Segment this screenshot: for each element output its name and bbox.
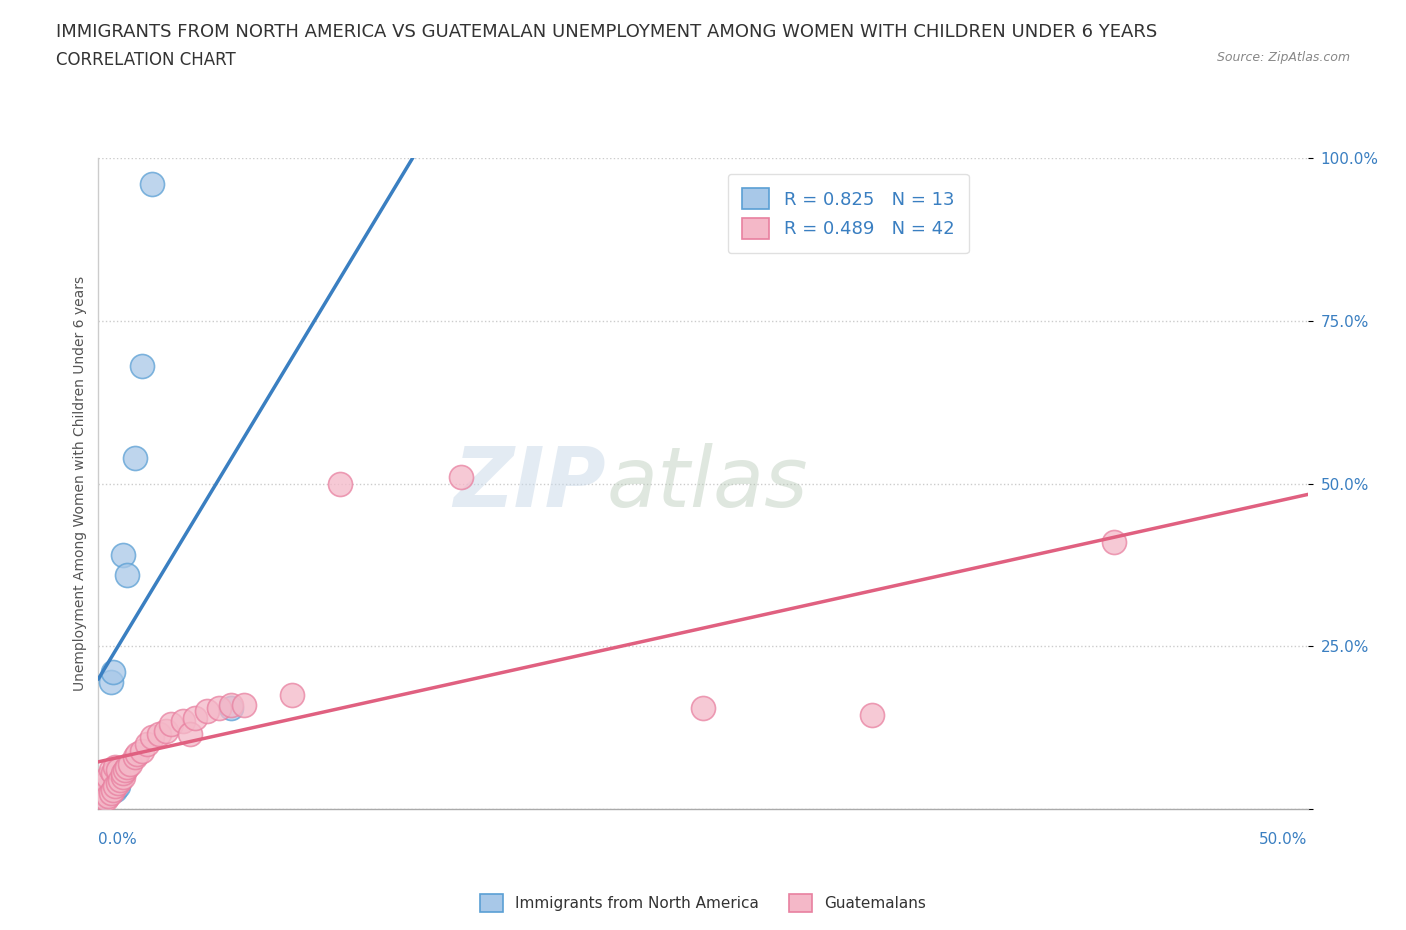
Point bbox=[221, 701, 243, 716]
Point bbox=[221, 698, 243, 712]
Point bbox=[111, 766, 134, 781]
Point bbox=[97, 785, 120, 800]
Point bbox=[111, 769, 134, 784]
Point bbox=[117, 759, 139, 774]
Point bbox=[104, 779, 127, 794]
Text: ZIP: ZIP bbox=[454, 443, 606, 525]
Point bbox=[90, 789, 112, 804]
Text: CORRELATION CHART: CORRELATION CHART bbox=[56, 51, 236, 69]
Point bbox=[141, 730, 163, 745]
Point bbox=[329, 476, 352, 491]
Text: 50.0%: 50.0% bbox=[1260, 832, 1308, 847]
Point bbox=[1102, 535, 1125, 550]
Point bbox=[208, 701, 231, 716]
Point bbox=[281, 688, 304, 703]
Point bbox=[91, 789, 114, 804]
Text: IMMIGRANTS FROM NORTH AMERICA VS GUATEMALAN UNEMPLOYMENT AMONG WOMEN WITH CHILDR: IMMIGRANTS FROM NORTH AMERICA VS GUATEMA… bbox=[56, 23, 1157, 41]
Point bbox=[118, 756, 141, 771]
Point bbox=[107, 763, 129, 777]
Point bbox=[94, 792, 117, 807]
Point bbox=[117, 567, 139, 582]
Point bbox=[111, 548, 134, 563]
Point bbox=[160, 717, 183, 732]
Legend: Immigrants from North America, Guatemalans: Immigrants from North America, Guatemala… bbox=[474, 888, 932, 918]
Point bbox=[450, 470, 472, 485]
Point bbox=[124, 450, 146, 465]
Point bbox=[135, 737, 157, 751]
Point bbox=[100, 675, 122, 690]
Point bbox=[101, 782, 124, 797]
Point bbox=[184, 711, 207, 725]
Point bbox=[127, 746, 149, 761]
Point bbox=[107, 779, 129, 794]
Point bbox=[91, 785, 114, 800]
Point bbox=[104, 782, 127, 797]
Point bbox=[141, 177, 163, 192]
Text: Source: ZipAtlas.com: Source: ZipAtlas.com bbox=[1216, 51, 1350, 64]
Point bbox=[100, 785, 122, 800]
Point bbox=[101, 665, 124, 680]
Point bbox=[97, 769, 120, 784]
Point bbox=[195, 704, 218, 719]
Point bbox=[107, 776, 129, 790]
Point bbox=[104, 759, 127, 774]
Point bbox=[114, 763, 136, 777]
Text: atlas: atlas bbox=[606, 443, 808, 525]
Point bbox=[101, 766, 124, 781]
Point bbox=[97, 789, 120, 804]
Point bbox=[692, 701, 714, 716]
Text: 0.0%: 0.0% bbox=[98, 832, 138, 847]
Point bbox=[100, 763, 122, 777]
Point bbox=[860, 707, 883, 722]
Point bbox=[179, 727, 201, 742]
Point bbox=[91, 782, 114, 797]
Point bbox=[131, 743, 153, 758]
Point bbox=[94, 782, 117, 797]
Point bbox=[172, 714, 194, 729]
Point bbox=[124, 750, 146, 764]
Legend: R = 0.825   N = 13, R = 0.489   N = 42: R = 0.825 N = 13, R = 0.489 N = 42 bbox=[727, 174, 969, 253]
Point bbox=[155, 724, 177, 738]
Point bbox=[94, 776, 117, 790]
Point bbox=[232, 698, 254, 712]
Y-axis label: Unemployment Among Women with Children Under 6 years: Unemployment Among Women with Children U… bbox=[73, 276, 87, 691]
Point bbox=[148, 727, 170, 742]
Point bbox=[108, 772, 131, 787]
Point bbox=[131, 359, 153, 374]
